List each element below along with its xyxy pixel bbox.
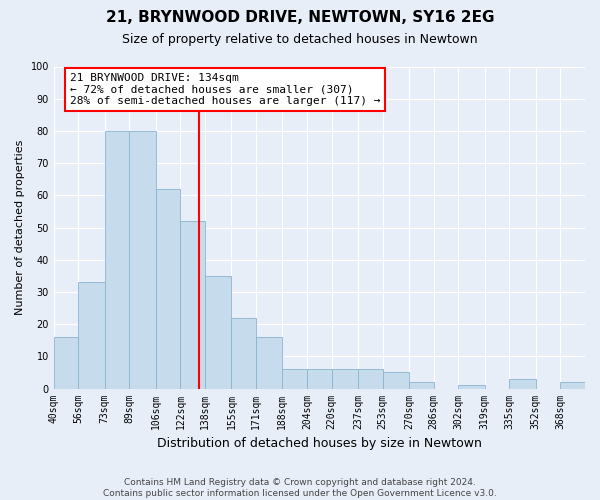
Bar bbox=[283, 369, 307, 388]
Bar bbox=[358, 369, 383, 388]
Bar bbox=[54, 337, 79, 388]
Bar bbox=[560, 382, 585, 388]
Bar bbox=[409, 382, 434, 388]
Bar bbox=[383, 372, 409, 388]
Bar bbox=[307, 369, 332, 388]
Y-axis label: Number of detached properties: Number of detached properties bbox=[15, 140, 25, 315]
Text: Contains HM Land Registry data © Crown copyright and database right 2024.
Contai: Contains HM Land Registry data © Crown c… bbox=[103, 478, 497, 498]
Bar bbox=[130, 131, 156, 388]
Bar bbox=[232, 318, 256, 388]
Bar bbox=[79, 282, 105, 389]
Bar bbox=[509, 379, 536, 388]
Bar bbox=[156, 189, 181, 388]
Bar bbox=[256, 337, 283, 388]
Bar bbox=[332, 369, 358, 388]
Bar bbox=[105, 131, 130, 388]
Text: 21, BRYNWOOD DRIVE, NEWTOWN, SY16 2EG: 21, BRYNWOOD DRIVE, NEWTOWN, SY16 2EG bbox=[106, 10, 494, 25]
Bar bbox=[181, 221, 205, 388]
Text: Size of property relative to detached houses in Newtown: Size of property relative to detached ho… bbox=[122, 32, 478, 46]
X-axis label: Distribution of detached houses by size in Newtown: Distribution of detached houses by size … bbox=[157, 437, 482, 450]
Text: 21 BRYNWOOD DRIVE: 134sqm
← 72% of detached houses are smaller (307)
28% of semi: 21 BRYNWOOD DRIVE: 134sqm ← 72% of detac… bbox=[70, 73, 380, 106]
Bar bbox=[458, 386, 485, 388]
Bar bbox=[205, 276, 232, 388]
